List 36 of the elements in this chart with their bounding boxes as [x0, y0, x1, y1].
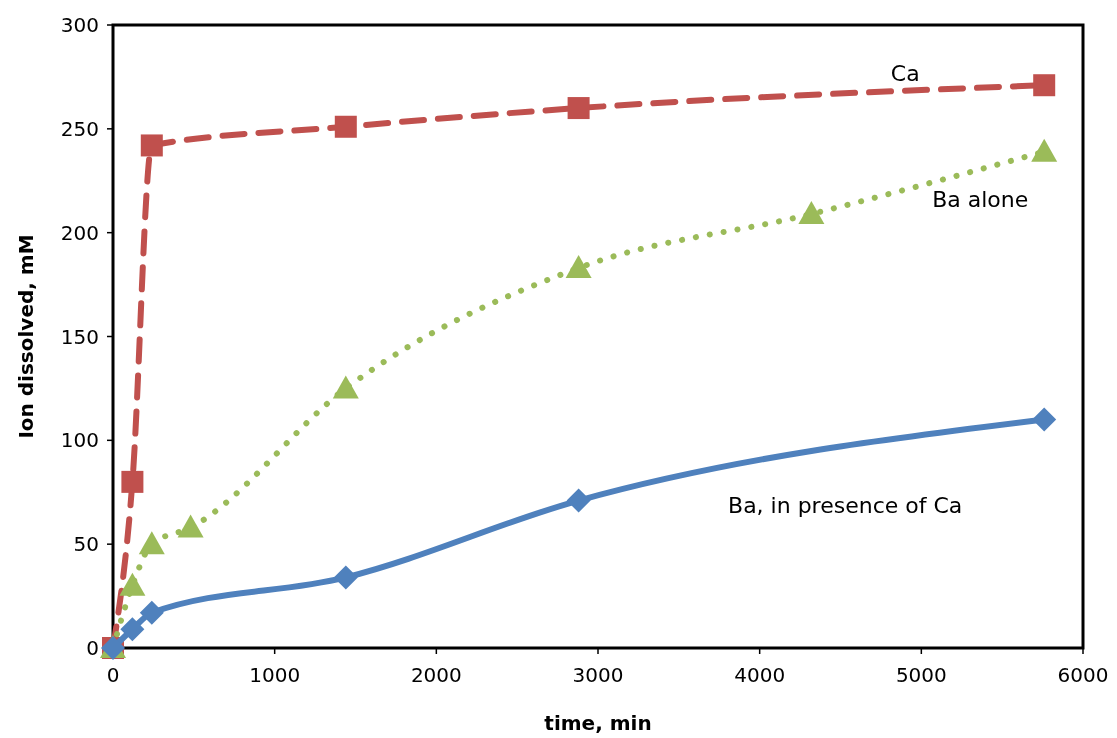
point: [333, 565, 358, 590]
point: [334, 115, 357, 138]
point: [138, 531, 165, 555]
x-tick-label: 3000: [572, 663, 624, 687]
y-tick-label: 200: [60, 220, 99, 245]
point: [1031, 138, 1058, 162]
point: [1033, 74, 1056, 97]
point: [177, 514, 204, 538]
series-label: Ba alone: [932, 187, 1029, 213]
point: [332, 375, 359, 399]
point: [139, 600, 164, 625]
x-axis-title: time, min: [544, 711, 652, 735]
x-tick-label: 2000: [410, 663, 462, 687]
x-tick-label: 1000: [249, 663, 301, 687]
point: [566, 488, 591, 513]
point: [567, 97, 590, 120]
y-tick-label: 300: [60, 13, 99, 37]
x-tick-label: 6000: [1057, 663, 1109, 687]
y-tick-label: 50: [73, 532, 99, 557]
point: [120, 617, 145, 642]
y-tick-label: 100: [60, 428, 99, 453]
point: [119, 572, 146, 596]
x-tick-label: 4000: [734, 663, 786, 687]
y-tick-label: 250: [60, 116, 99, 141]
point: [798, 200, 825, 224]
x-tick-label: 0: [106, 663, 120, 687]
x-tick-label: 5000: [895, 663, 947, 687]
series-label: Ba, in presence of Ca: [728, 493, 963, 519]
y-axis-title: Ion dissolved, mM: [14, 234, 38, 439]
point: [140, 134, 163, 157]
point: [565, 254, 592, 278]
point: [1032, 407, 1057, 432]
y-tick-label: 150: [60, 324, 99, 349]
series-label: Ca: [890, 60, 920, 86]
point: [121, 470, 144, 493]
y-tick-label: 0: [86, 636, 99, 660]
